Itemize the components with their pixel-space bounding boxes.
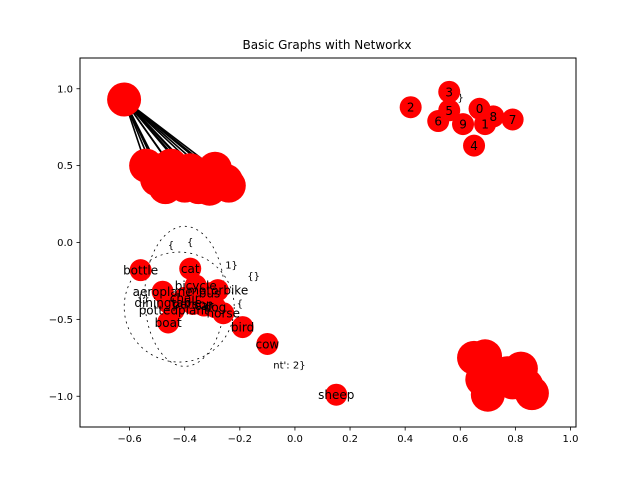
y-tick-label: 0.5	[57, 161, 73, 172]
edge-label: {	[187, 238, 193, 249]
node-label: 6	[434, 115, 442, 129]
y-tick-label: −1.0	[49, 392, 73, 403]
x-tick-label: 0.2	[342, 434, 358, 445]
x-tick-label: 0.8	[507, 434, 523, 445]
node-label: aeroplane	[133, 285, 193, 299]
edge-label: {}	[247, 271, 260, 282]
named-node	[212, 302, 235, 325]
node-label: bird	[231, 321, 254, 335]
x-tick-label: −0.4	[173, 434, 197, 445]
x-tick-label: 0.0	[287, 434, 303, 445]
numbered-node	[482, 105, 505, 128]
node-label: boat	[155, 316, 182, 330]
x-tick-label: 0.6	[452, 434, 468, 445]
node-label: cat	[181, 262, 200, 276]
node-label: 1	[481, 118, 489, 132]
named-node	[179, 257, 202, 280]
node-label: 9	[459, 118, 467, 132]
node-label: bicycle	[175, 279, 217, 293]
numbered-node	[399, 96, 422, 119]
node-label: 5	[445, 104, 453, 118]
node-label: 2	[407, 101, 415, 115]
x-tick-label: −0.2	[228, 434, 252, 445]
x-tick-label: 0.4	[397, 434, 413, 445]
named-node	[129, 259, 152, 282]
numbered-node	[427, 110, 450, 133]
node-label: 8	[490, 110, 498, 124]
named-node	[325, 383, 348, 406]
edge-label: {	[237, 299, 243, 310]
x-tick-label: 1.0	[563, 434, 579, 445]
y-tick-label: −0.5	[49, 315, 73, 326]
y-tick-label: 1.0	[57, 84, 73, 95]
y-tick-label: 0.0	[57, 238, 73, 249]
node-label: bus	[199, 287, 220, 301]
cluster-node	[514, 376, 549, 411]
numbered-node	[501, 108, 524, 131]
cluster-node	[173, 153, 208, 188]
numbered-node	[438, 80, 461, 103]
named-node	[256, 332, 279, 355]
node-label: chair	[170, 291, 200, 305]
edge-label: 1}	[225, 261, 238, 272]
edge-label: {	[168, 241, 174, 252]
node-label: motorbike	[187, 284, 248, 298]
cluster-node	[107, 82, 142, 117]
x-tick-label: −0.6	[117, 434, 141, 445]
node-label: car	[195, 299, 214, 313]
named-node	[157, 311, 180, 334]
node-label: sheep	[318, 388, 354, 402]
node-label: person	[172, 298, 213, 312]
node-label: diningtable	[134, 296, 202, 310]
chart-title: Basic Graphs with Networkx	[243, 38, 412, 52]
node-label: pottedplant	[139, 304, 209, 318]
nodes-layer	[107, 80, 549, 412]
node-label: cow	[255, 337, 279, 351]
node-label: 3	[445, 85, 453, 99]
node-label: 4	[470, 139, 478, 153]
x-axis: −0.6 −0.4 −0.2 0.0 0.2 0.4 0.6 0.8 1.0	[117, 427, 578, 445]
y-axis: −1.0 −0.5 0.0 0.5 1.0	[49, 84, 80, 403]
node-label: horse	[207, 307, 241, 321]
edge-label: {}	[137, 293, 150, 304]
named-node	[231, 316, 254, 339]
node-label: 0	[476, 102, 484, 116]
cluster-node	[211, 168, 246, 203]
node-label: dog	[204, 301, 227, 315]
edge-label: nt': 2}	[273, 361, 305, 372]
numbered-node	[452, 113, 475, 136]
cluster-node	[490, 356, 525, 391]
self-loop-edge	[123, 251, 235, 363]
node-label: bottle	[123, 264, 158, 278]
node-label: 7	[509, 113, 517, 127]
numbered-node	[463, 134, 486, 157]
